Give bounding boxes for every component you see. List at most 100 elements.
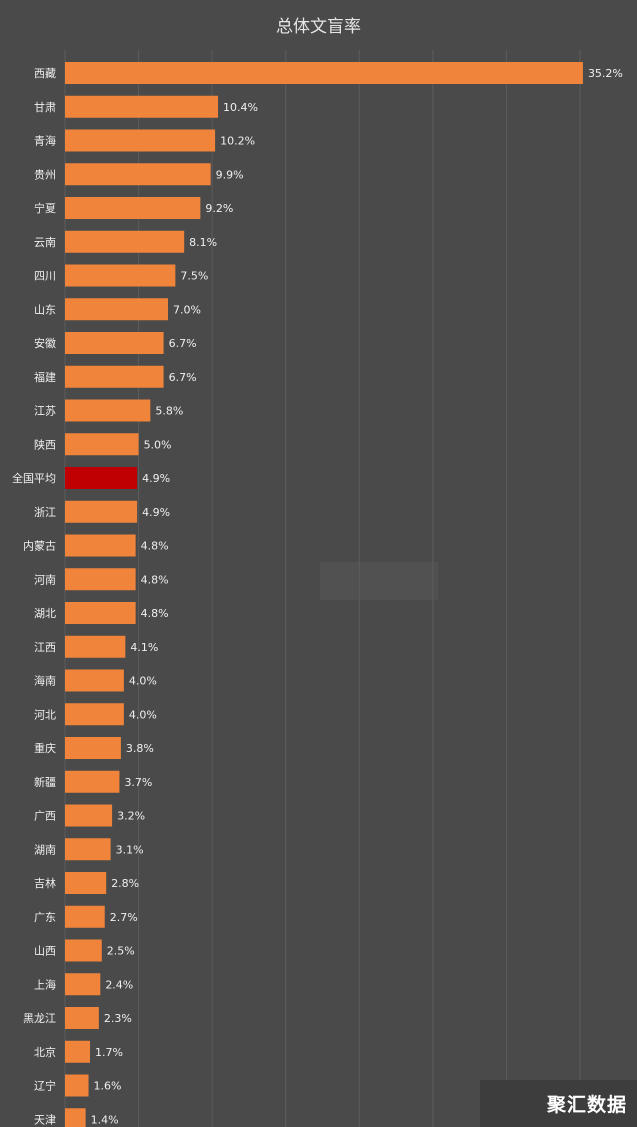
category-label: 贵州 xyxy=(34,168,56,181)
value-label: 7.5% xyxy=(180,270,208,283)
category-label: 四川 xyxy=(34,270,56,283)
category-label: 北京 xyxy=(34,1045,56,1059)
value-label: 2.4% xyxy=(105,978,133,991)
bar xyxy=(65,1108,86,1127)
bar xyxy=(65,62,583,84)
highlight-bar xyxy=(65,467,138,489)
bar xyxy=(65,1040,91,1063)
value-label: 3.8% xyxy=(126,742,154,755)
category-label: 江西 xyxy=(34,641,56,654)
value-label: 35.2% xyxy=(588,67,623,80)
bar xyxy=(65,568,136,591)
bar xyxy=(65,973,101,996)
chart-title: 总体文盲率 xyxy=(276,17,361,37)
category-label: 福建 xyxy=(34,370,56,384)
category-label: 广西 xyxy=(34,810,56,823)
bar xyxy=(65,770,120,793)
category-label: 安徽 xyxy=(34,336,56,350)
bar xyxy=(65,197,201,219)
value-label: 2.7% xyxy=(110,911,138,924)
category-label: 吉林 xyxy=(34,876,56,890)
bar xyxy=(65,939,102,962)
bar xyxy=(65,1074,89,1097)
value-label: 10.2% xyxy=(220,135,255,148)
bar xyxy=(65,95,219,118)
category-label: 甘肃 xyxy=(34,101,56,114)
bar xyxy=(65,838,111,861)
category-label: 云南 xyxy=(34,236,56,249)
category-label: 陕西 xyxy=(34,437,56,451)
category-label: 西藏 xyxy=(34,67,56,80)
category-label: 江苏 xyxy=(34,405,56,418)
value-label: 9.2% xyxy=(205,202,233,215)
bar xyxy=(65,433,139,456)
value-label: 5.8% xyxy=(155,405,183,418)
bar xyxy=(65,703,124,726)
bar xyxy=(65,905,105,928)
bar xyxy=(65,163,211,186)
category-label: 湖南 xyxy=(34,843,56,856)
value-label: 3.1% xyxy=(116,843,144,856)
bar xyxy=(65,635,126,658)
category-label: 浙江 xyxy=(34,506,56,519)
value-label: 4.0% xyxy=(129,708,157,721)
bar xyxy=(65,804,113,827)
value-label: 5.0% xyxy=(144,438,172,451)
value-label: 1.6% xyxy=(94,1080,122,1093)
value-label: 9.9% xyxy=(216,168,244,181)
category-label: 河南 xyxy=(34,573,56,586)
value-label: 4.8% xyxy=(141,573,169,586)
category-label: 重庆 xyxy=(34,741,56,755)
value-label: 10.4% xyxy=(223,101,258,114)
bar xyxy=(65,602,136,624)
bar xyxy=(65,298,168,321)
category-label: 辽宁 xyxy=(34,1079,56,1093)
value-label: 8.1% xyxy=(189,236,217,249)
value-label: 4.9% xyxy=(142,506,170,519)
bar xyxy=(65,230,185,253)
bar xyxy=(65,534,136,557)
value-label: 4.9% xyxy=(142,472,170,485)
value-label: 7.0% xyxy=(173,303,201,316)
category-label: 内蒙古 xyxy=(23,539,56,553)
bar xyxy=(65,669,124,692)
category-label: 宁夏 xyxy=(34,201,56,215)
category-label: 青海 xyxy=(34,134,56,148)
value-label: 2.8% xyxy=(111,877,139,890)
value-label: 4.8% xyxy=(141,607,169,620)
category-label: 山东 xyxy=(34,303,56,316)
bar xyxy=(65,399,151,422)
value-label: 4.0% xyxy=(129,675,157,688)
category-label: 黑龙江 xyxy=(23,1012,56,1025)
category-label: 湖北 xyxy=(34,607,56,620)
value-label: 1.4% xyxy=(91,1113,119,1126)
bar xyxy=(65,737,121,759)
value-label: 2.5% xyxy=(107,945,135,958)
bar xyxy=(65,264,176,287)
category-label: 上海 xyxy=(34,977,56,991)
bar xyxy=(65,365,164,388)
value-label: 3.2% xyxy=(117,810,145,823)
value-label: 2.3% xyxy=(104,1012,132,1025)
faint-overlay-box xyxy=(320,562,438,600)
bar xyxy=(65,1007,99,1029)
bar xyxy=(65,332,164,354)
category-label: 广东 xyxy=(34,911,56,924)
bar xyxy=(65,872,107,894)
category-label: 新疆 xyxy=(34,775,56,789)
value-label: 3.7% xyxy=(124,776,152,789)
watermark-logo: 聚汇数据 xyxy=(480,1080,637,1127)
bar xyxy=(65,500,138,523)
category-label: 山西 xyxy=(34,945,56,958)
category-label: 河北 xyxy=(34,708,56,721)
category-label: 天津 xyxy=(34,1113,56,1126)
value-label: 1.7% xyxy=(95,1046,123,1059)
value-label: 6.7% xyxy=(169,371,197,384)
value-label: 4.1% xyxy=(130,641,158,654)
value-label: 6.7% xyxy=(169,337,197,350)
category-label: 全国平均 xyxy=(12,471,56,485)
category-label: 海南 xyxy=(34,674,56,688)
bar xyxy=(65,129,216,152)
value-label: 4.8% xyxy=(141,540,169,553)
